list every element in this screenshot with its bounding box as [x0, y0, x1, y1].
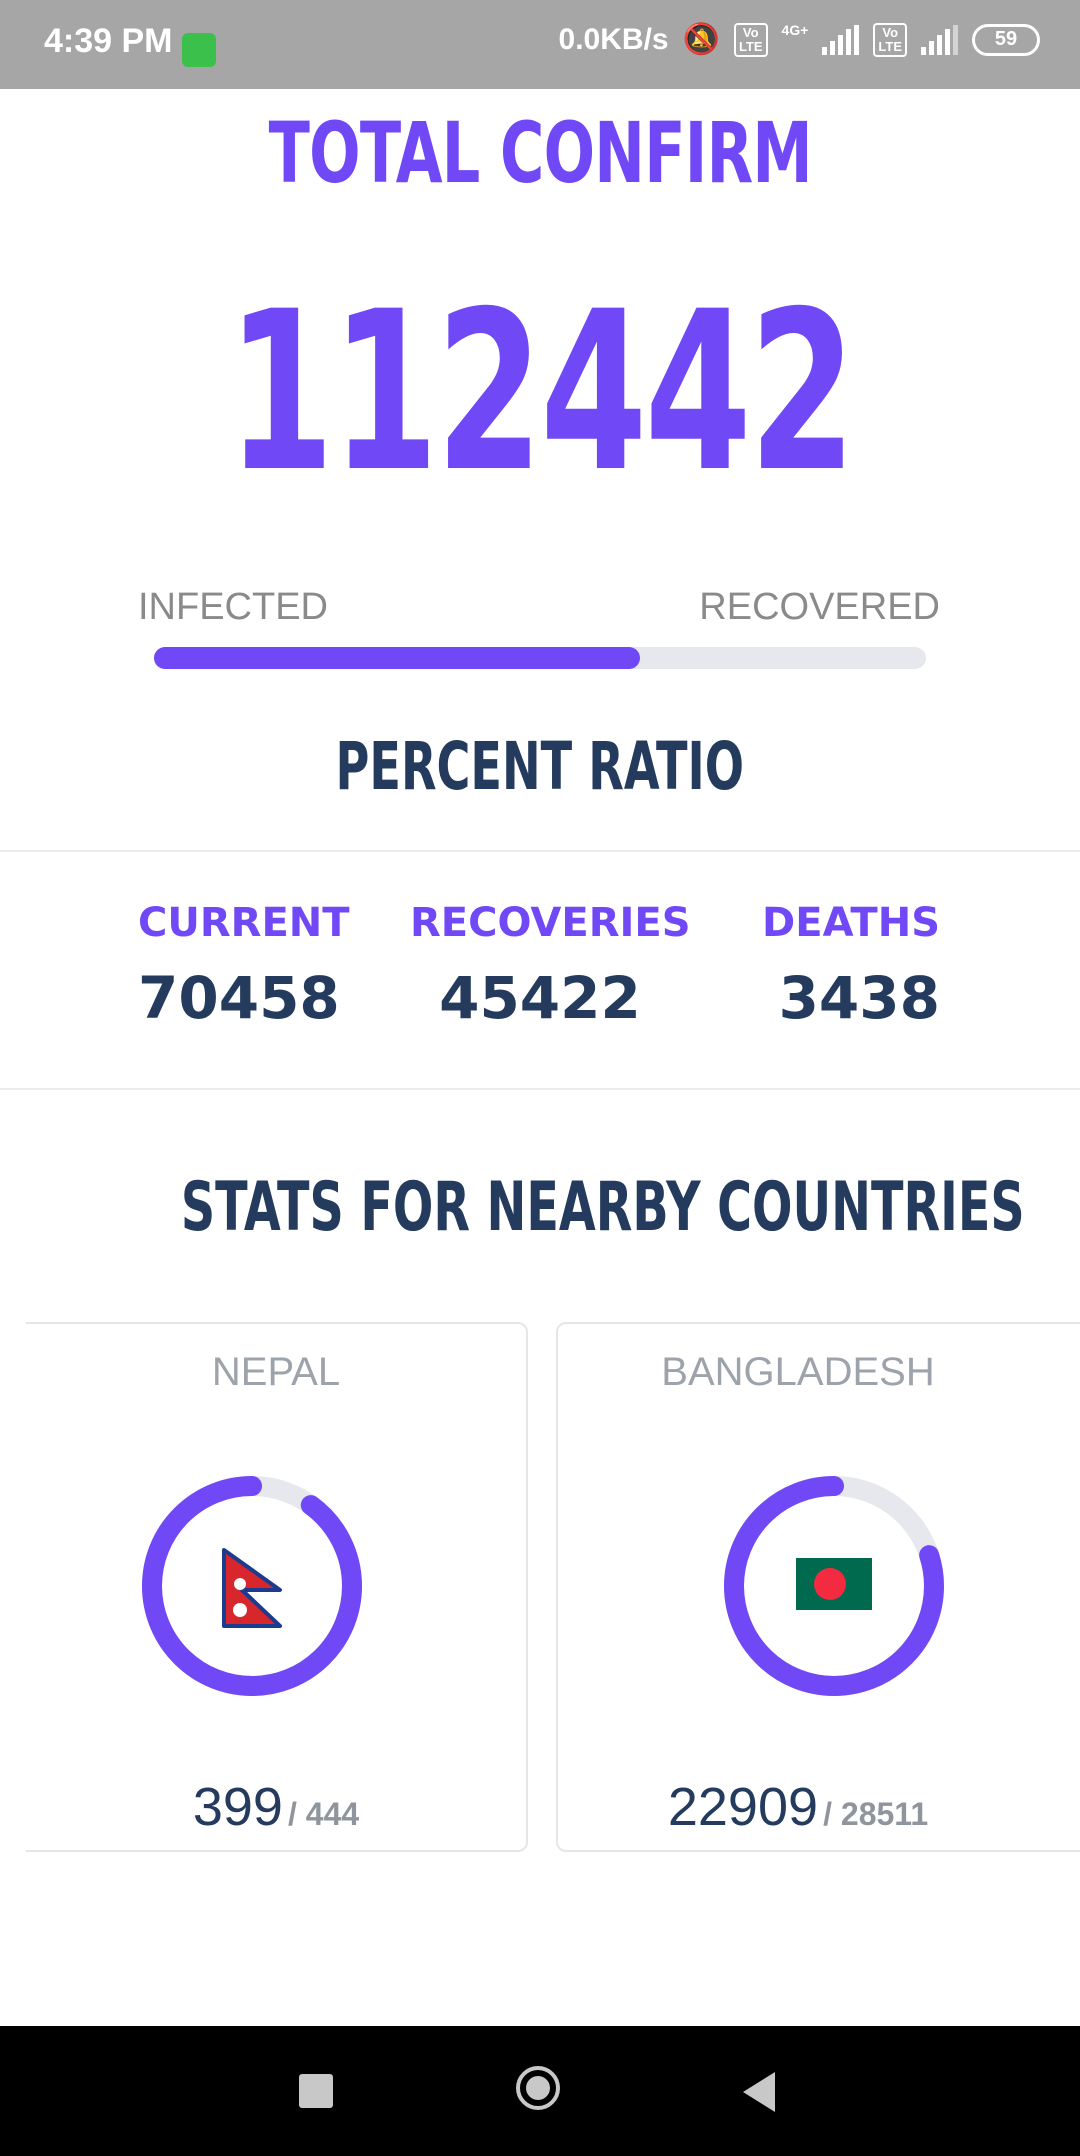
app-notification-icon — [182, 33, 216, 67]
stat-recoveries-label: RECOVERIES — [410, 900, 691, 946]
stat-recoveries-value: 45422 — [439, 964, 641, 1032]
home-button[interactable] — [516, 2066, 560, 2110]
ring-fill — [724, 1476, 944, 1696]
total-confirm-title: TOTAL CONFIRM — [0, 104, 1080, 202]
volte-icon: Vo LTE — [733, 22, 768, 57]
ratio-progress-fill — [154, 647, 641, 669]
total-confirm-number: 112442 — [226, 264, 856, 520]
infected-label: INFECTED — [138, 586, 328, 628]
stat-current-label: CURRENT — [138, 900, 350, 946]
status-bar: 4:39 PM 0.0KB/s 🔕 Vo LTE 4G+ Vo LTE 59 — [0, 0, 1080, 89]
ratio-progress-bar — [154, 647, 926, 669]
country-card-nepal[interactable]: NEPAL 399 / 444 — [26, 1322, 528, 1852]
country-secondary-count: / 444 — [288, 1796, 360, 1832]
nearby-countries-title-text: STATS FOR NEARBY COUNTRIES — [180, 1168, 1025, 1247]
country-name: BANGLADESH — [661, 1350, 935, 1394]
home-icon — [526, 2076, 550, 2100]
country-name: NEPAL — [211, 1350, 341, 1394]
recovered-label: RECOVERED — [699, 586, 940, 628]
net-speed: 0.0KB/s — [558, 22, 669, 56]
total-confirm-value: 112442 — [0, 262, 1080, 522]
progress-ring — [724, 1476, 944, 1696]
nepal-flag-icon — [222, 1548, 282, 1628]
percent-ratio-title: PERCENT RATIO — [0, 728, 1080, 805]
signal-icon — [822, 24, 860, 55]
percent-ratio-title-text: PERCENT RATIO — [335, 728, 745, 805]
total-confirm-title-text: TOTAL CONFIRM — [268, 104, 812, 202]
country-secondary-count: / 28511 — [823, 1796, 929, 1832]
mute-bell-icon: 🔕 — [682, 23, 720, 56]
bangladesh-flag-icon — [796, 1558, 872, 1610]
divider-top — [0, 850, 1080, 852]
status-icons: 0.0KB/s 🔕 Vo LTE 4G+ Vo LTE 59 — [559, 22, 1040, 57]
divider-bottom — [0, 1088, 1080, 1090]
recent-apps-button[interactable] — [299, 2074, 333, 2108]
country-card-bangladesh[interactable]: BANGLADESH 22909 / 28511 — [556, 1322, 1080, 1852]
stat-deaths-label: DEATHS — [762, 900, 940, 946]
battery-icon: 59 — [972, 23, 1040, 56]
stat-recoveries: RECOVERIES 45422 — [410, 900, 691, 1032]
nearby-countries-title: STATS FOR NEARBY COUNTRIES — [0, 1168, 1080, 1247]
status-time: 4:39 PM — [44, 22, 173, 60]
signal-icon-2 — [921, 24, 958, 55]
stat-current: CURRENT 70458 — [138, 900, 398, 1032]
stat-deaths: DEATHS 3438 — [680, 900, 940, 1032]
progress-ring — [142, 1476, 362, 1696]
volte-icon-2: Vo LTE — [873, 22, 907, 57]
network-type: 4G+ — [781, 22, 809, 38]
ring-fill — [142, 1476, 362, 1696]
country-count: 22909 / 28511 — [558, 1776, 1038, 1838]
stat-current-value: 70458 — [138, 964, 340, 1032]
country-count: 399 / 444 — [26, 1776, 526, 1838]
country-primary-count: 399 — [192, 1777, 283, 1837]
country-primary-count: 22909 — [667, 1777, 819, 1837]
stat-deaths-value: 3438 — [778, 964, 940, 1032]
battery-level: 59 — [994, 28, 1018, 50]
back-button[interactable] — [743, 2072, 775, 2112]
